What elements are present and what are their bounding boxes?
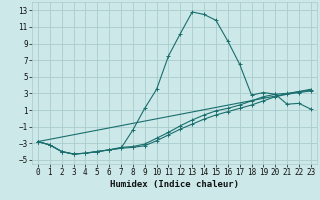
X-axis label: Humidex (Indice chaleur): Humidex (Indice chaleur) [110, 180, 239, 189]
